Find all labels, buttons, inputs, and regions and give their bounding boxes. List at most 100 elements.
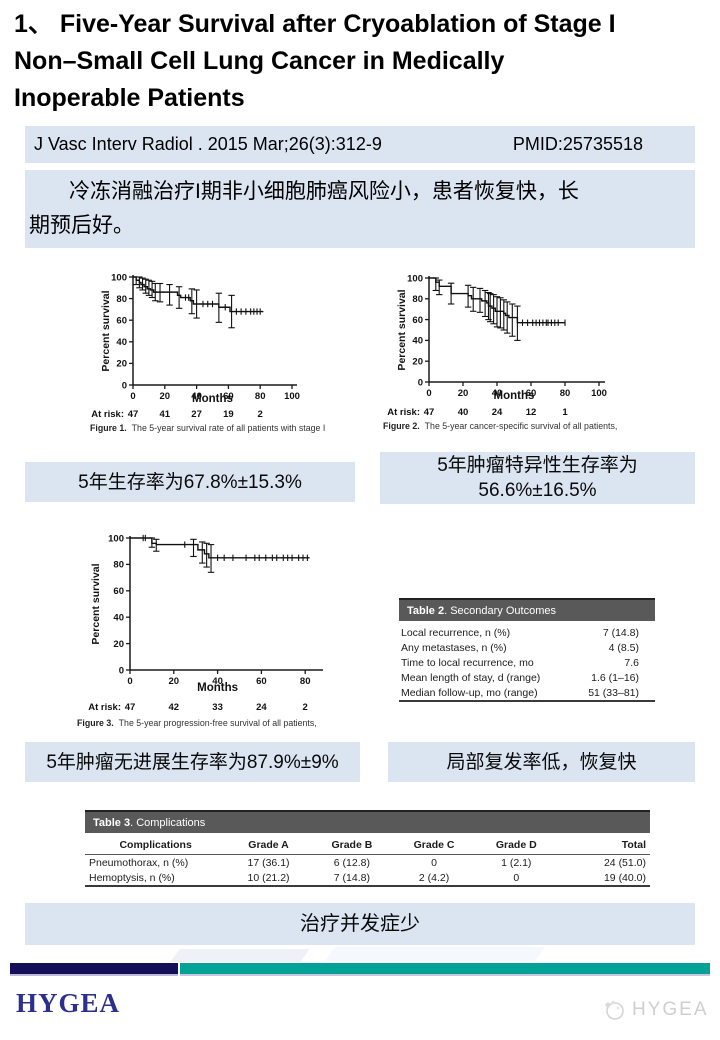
svg-text:2: 2 bbox=[303, 702, 308, 713]
svg-text:At risk:: At risk: bbox=[387, 407, 420, 418]
figure3-svg: 0 20 40 60 80 100 0 20 40 60 80 Months Percent survi… bbox=[77, 533, 323, 728]
footer-decoration-2 bbox=[325, 947, 545, 961]
figure2-km-chart: 0 20 40 60 80 100 0 20 40 60 80 100 Months Percent su… bbox=[372, 264, 702, 439]
svg-text:20: 20 bbox=[458, 388, 469, 399]
table2-title-rest: . Secondary Outcomes bbox=[444, 605, 556, 617]
note-overall-survival-text: 5年生存率为67.8%±15.3% bbox=[78, 471, 302, 493]
svg-text:60: 60 bbox=[116, 316, 127, 327]
svg-text:27: 27 bbox=[191, 409, 202, 420]
svg-text:40: 40 bbox=[412, 336, 423, 347]
svg-text:40: 40 bbox=[116, 337, 127, 348]
svg-text:1: 1 bbox=[562, 407, 568, 418]
svg-text:80: 80 bbox=[412, 294, 423, 305]
svg-text:40: 40 bbox=[113, 613, 124, 624]
note-complications-text: 治疗并发症少 bbox=[300, 912, 420, 935]
svg-text:40: 40 bbox=[492, 388, 503, 399]
svg-text:42: 42 bbox=[169, 702, 180, 713]
svg-text:100: 100 bbox=[111, 272, 127, 283]
svg-text:80: 80 bbox=[560, 388, 571, 399]
svg-text:20: 20 bbox=[160, 391, 171, 402]
svg-text:60: 60 bbox=[526, 388, 537, 399]
svg-text:20: 20 bbox=[169, 676, 180, 687]
hygea-watermark-icon bbox=[605, 1000, 624, 1020]
table2-body: Local recurrence, n (%) 7 (14.8) Any metas… bbox=[399, 625, 655, 702]
svg-text:Months: Months bbox=[192, 393, 233, 405]
svg-text:Percent survival: Percent survival bbox=[396, 289, 408, 370]
svg-text:40: 40 bbox=[458, 407, 469, 418]
svg-text:100: 100 bbox=[108, 533, 124, 544]
page-title: 1、 Five-Year Survival after Cryoablation… bbox=[14, 6, 710, 117]
note-complications: 治疗并发症少 bbox=[25, 903, 695, 945]
svg-text:47: 47 bbox=[128, 409, 139, 420]
svg-text:Figure 3.The 5-year progressio: Figure 3. The 5-year progression-free sur… bbox=[77, 718, 317, 728]
svg-text:20: 20 bbox=[113, 639, 124, 650]
svg-text:At risk:: At risk: bbox=[88, 702, 121, 713]
note-local-recurrence: 局部复发率低，恢复快 bbox=[388, 742, 695, 782]
svg-text:47: 47 bbox=[125, 702, 136, 713]
svg-text:60: 60 bbox=[113, 586, 124, 597]
svg-text:80: 80 bbox=[300, 676, 311, 687]
summary-line-1: 冷冻消融治疗I期非小细胞肺癌风险小，患者恢复快，长 bbox=[69, 180, 579, 203]
svg-text:Figure 2.The 5-year cancer-spe: Figure 2. The 5-year cancer-specific surv… bbox=[383, 421, 617, 431]
svg-text:41: 41 bbox=[160, 409, 171, 420]
complications-table: Table 3. Complications Complications Grad… bbox=[85, 810, 650, 887]
table3-body: Complications Grade A Grade B Grade C Grade … bbox=[85, 837, 650, 887]
note-css-line2: 56.6%±16.5% bbox=[478, 480, 597, 501]
svg-text:100: 100 bbox=[407, 273, 423, 284]
svg-text:0: 0 bbox=[127, 676, 132, 687]
footer-decoration-1 bbox=[170, 949, 310, 962]
note-css-line1: 5年肿瘤特异性生存率为 bbox=[437, 455, 638, 476]
svg-text:At risk:: At risk: bbox=[91, 409, 124, 420]
svg-text:12: 12 bbox=[526, 407, 537, 418]
hygea-logo: HYGEA bbox=[16, 988, 121, 1018]
journal-citation: J Vasc Interv Radiol . 2015 Mar;26(3):31… bbox=[34, 134, 382, 154]
footer-teal-bar bbox=[180, 963, 710, 976]
title-line-1: 1、 Five-Year Survival after Cryoablation… bbox=[14, 10, 616, 38]
table3-title-bar: Table 3. Complications bbox=[85, 810, 650, 833]
svg-text:24: 24 bbox=[492, 407, 503, 418]
footer-navy-bar bbox=[10, 963, 178, 976]
svg-text:0: 0 bbox=[426, 388, 431, 399]
svg-text:Months: Months bbox=[494, 390, 535, 402]
svg-text:60: 60 bbox=[412, 315, 423, 326]
table3-title-rest: . Complications bbox=[130, 817, 206, 829]
svg-text:80: 80 bbox=[116, 294, 127, 305]
table2-title-prefix: Table 2 bbox=[407, 605, 445, 617]
pmid: PMID:25735518 bbox=[512, 134, 643, 154]
title-line-2: Non–Small Cell Lung Cancer in Medically bbox=[14, 47, 505, 75]
svg-text:100: 100 bbox=[284, 391, 300, 402]
svg-text:20: 20 bbox=[116, 359, 127, 370]
svg-text:60: 60 bbox=[223, 391, 234, 402]
figure1-km-chart: 0 20 40 60 80 100 0 20 40 60 80 100 Months Percent su… bbox=[30, 264, 360, 442]
note-local-recurrence-text: 局部复发率低，恢复快 bbox=[446, 751, 637, 773]
svg-text:80: 80 bbox=[255, 391, 266, 402]
svg-text:47: 47 bbox=[424, 407, 435, 418]
summary-box: 冷冻消融治疗I期非小细胞肺癌风险小，患者恢复快，长 期预后好。 bbox=[25, 170, 695, 248]
svg-text:19: 19 bbox=[223, 409, 234, 420]
svg-text:Months: Months bbox=[197, 682, 238, 694]
svg-text:0: 0 bbox=[418, 377, 423, 388]
svg-text:0: 0 bbox=[122, 380, 127, 391]
svg-text:100: 100 bbox=[591, 388, 607, 399]
note-pfs-text: 5年肿瘤无进展生存率为87.9%±9% bbox=[46, 751, 339, 773]
svg-text:80: 80 bbox=[113, 560, 124, 571]
svg-text:40: 40 bbox=[212, 676, 223, 687]
note-cancer-specific-survival: 5年肿瘤特异性生存率为 56.6%±16.5% bbox=[380, 452, 695, 504]
svg-text:Percent survival: Percent survival bbox=[90, 563, 102, 644]
svg-text:Percent survival: Percent survival bbox=[100, 290, 112, 371]
hygea-watermark-text: HYGEA bbox=[632, 999, 709, 1020]
note-overall-survival: 5年生存率为67.8%±15.3% bbox=[25, 462, 355, 502]
svg-text:20: 20 bbox=[412, 357, 423, 368]
hygea-watermark: HYGEA bbox=[602, 998, 709, 1022]
svg-text:60: 60 bbox=[256, 676, 267, 687]
summary-line-2: 期预后好。 bbox=[29, 214, 134, 237]
table3-title-prefix: Table 3 bbox=[93, 817, 131, 829]
table2-title-bar: Table 2. Secondary Outcomes bbox=[399, 598, 655, 621]
svg-text:33: 33 bbox=[212, 702, 223, 713]
citation-bar: J Vasc Interv Radiol . 2015 Mar;26(3):31… bbox=[25, 126, 695, 163]
svg-text:40: 40 bbox=[191, 391, 202, 402]
svg-text:Figure 1.The 5-year survival r: Figure 1. The 5-year survival rate of all… bbox=[90, 423, 325, 433]
figure3-km-chart: 0 20 40 60 80 100 0 20 40 60 80 Months Percent survi… bbox=[35, 522, 375, 737]
svg-text:0: 0 bbox=[130, 391, 135, 402]
svg-text:2: 2 bbox=[258, 409, 263, 420]
